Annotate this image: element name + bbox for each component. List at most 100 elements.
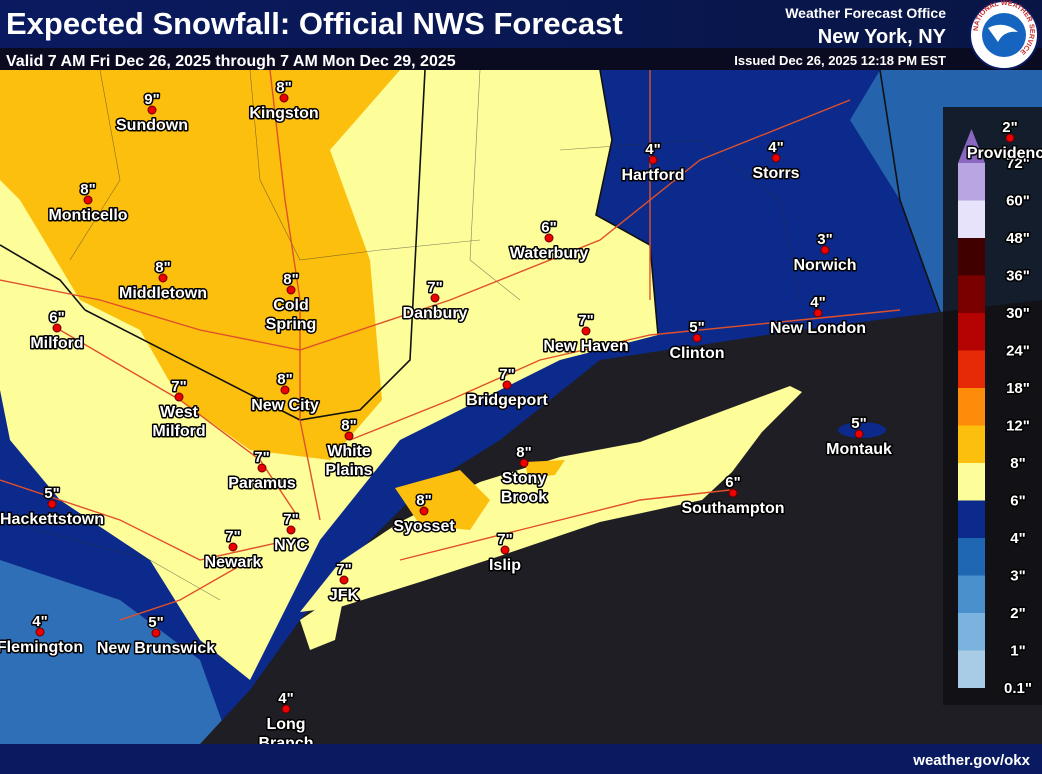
city-name: Southampton — [681, 500, 784, 517]
legend-label: 6" — [1010, 493, 1025, 510]
snow-amount: 7" — [578, 312, 593, 329]
city-name: Milford — [30, 335, 83, 352]
city-dot — [500, 545, 510, 555]
legend-label: 4" — [1010, 530, 1025, 547]
snow-amount: 2" — [1002, 119, 1017, 136]
valid-period: Valid 7 AM Fri Dec 26, 2025 through 7 AM… — [6, 53, 456, 70]
city-dot — [771, 153, 781, 163]
snow-amount: 7" — [254, 449, 269, 466]
snow-amount: 5" — [689, 319, 704, 336]
city-name: White — [327, 443, 371, 460]
snow-amount: 6" — [725, 474, 740, 491]
title: Expected Snowfall: Official NWS Forecast — [6, 6, 623, 41]
snow-amount: 5" — [44, 485, 59, 502]
snow-amount: 5" — [148, 614, 163, 631]
snow-amount: 4" — [32, 613, 47, 630]
snow-amount: 8" — [416, 492, 431, 509]
city-name: Paramus — [228, 475, 296, 492]
city-dot — [544, 233, 554, 243]
city-name: Brook — [501, 489, 547, 506]
footer-url: weather.gov/okx — [912, 752, 1030, 769]
city-name: New Haven — [543, 338, 628, 355]
snow-amount: 8" — [341, 417, 356, 434]
snow-amount: 7" — [427, 279, 442, 296]
city-dot — [279, 93, 289, 103]
city-dot — [47, 499, 57, 509]
snow-amount: 7" — [497, 531, 512, 548]
city-name: Sundown — [116, 117, 188, 134]
snow-amount: 7" — [499, 366, 514, 383]
city-dot — [281, 704, 291, 714]
city-name: Milford — [152, 423, 205, 440]
city-dot — [419, 506, 429, 516]
legend-swatch — [958, 388, 985, 426]
city-name: Long — [266, 716, 305, 733]
city-dot — [147, 105, 157, 115]
city-name: Providence — [967, 145, 1042, 162]
city-dot — [692, 333, 702, 343]
legend-label: 72" — [1006, 155, 1030, 172]
city-name: Clinton — [669, 345, 724, 362]
city-name: West — [160, 404, 199, 421]
city-dot — [820, 245, 830, 255]
legend-swatch — [958, 425, 985, 463]
city-dot — [286, 525, 296, 535]
snow-amount: 6" — [541, 219, 556, 236]
snow-amount: 4" — [768, 139, 783, 156]
legend-label: 3" — [1010, 568, 1025, 585]
legend-swatch — [958, 538, 985, 576]
legend-label: 8" — [1010, 455, 1025, 472]
city-name: Spring — [266, 316, 317, 333]
city-name: Danbury — [403, 305, 468, 322]
city-name: Bridgeport — [466, 392, 548, 409]
city-dot — [83, 195, 93, 205]
snow-amount: 7" — [171, 378, 186, 395]
city-dot — [519, 458, 529, 468]
city-name: New Brunswick — [97, 640, 215, 657]
city-name: Stony — [502, 470, 547, 487]
city-dot — [174, 392, 184, 402]
city-dot — [280, 385, 290, 395]
city-name: Middletown — [119, 285, 207, 302]
city-name: Plains — [325, 462, 372, 479]
map-base — [0, 69, 1042, 744]
city-name: Hackettstown — [0, 511, 104, 528]
legend-swatch — [958, 313, 985, 351]
city-name: Norwich — [793, 257, 856, 274]
legend-arrow — [958, 129, 985, 163]
city-dot — [52, 323, 62, 333]
city-dot — [257, 463, 267, 473]
city-name: Hartford — [621, 167, 684, 184]
legend-swatch — [958, 163, 985, 201]
city-dot — [339, 575, 349, 585]
city-name: Monticello — [48, 207, 127, 224]
city-name: Waterbury — [510, 245, 589, 262]
legend-label: 18" — [1006, 380, 1030, 397]
snow-amount: 4" — [278, 690, 293, 707]
city-dot — [158, 273, 168, 283]
city-name: JFK — [329, 587, 360, 604]
city-dot — [813, 308, 823, 318]
legend-label: 1" — [1010, 643, 1025, 660]
legend-swatch — [958, 275, 985, 313]
city-name: New London — [770, 320, 866, 337]
snow-amount: 7" — [283, 511, 298, 528]
city-dot — [286, 285, 296, 295]
snow-amount: 4" — [810, 294, 825, 311]
legend-swatch — [958, 238, 985, 276]
snow-amount: 4" — [645, 141, 660, 158]
legend-label: 0.1" — [1004, 680, 1032, 697]
legend-label: 48" — [1006, 230, 1030, 247]
legend-label: 60" — [1006, 193, 1030, 210]
city-name: Cold — [273, 297, 309, 314]
legend: 0.1" 1" 2" 3" 4" 6" 8" 12" 18" 24" 30" 36" 48" 60" 72" — [958, 129, 1033, 699]
snow-amount: 9" — [144, 91, 159, 108]
city-dot — [854, 429, 864, 439]
city-dot — [430, 293, 440, 303]
snow-amount: 7" — [225, 528, 240, 545]
city-name: Syosset — [393, 518, 455, 535]
legend-label: 2" — [1010, 605, 1025, 622]
legend-swatch — [958, 350, 985, 388]
snow-amount: 8" — [283, 271, 298, 288]
